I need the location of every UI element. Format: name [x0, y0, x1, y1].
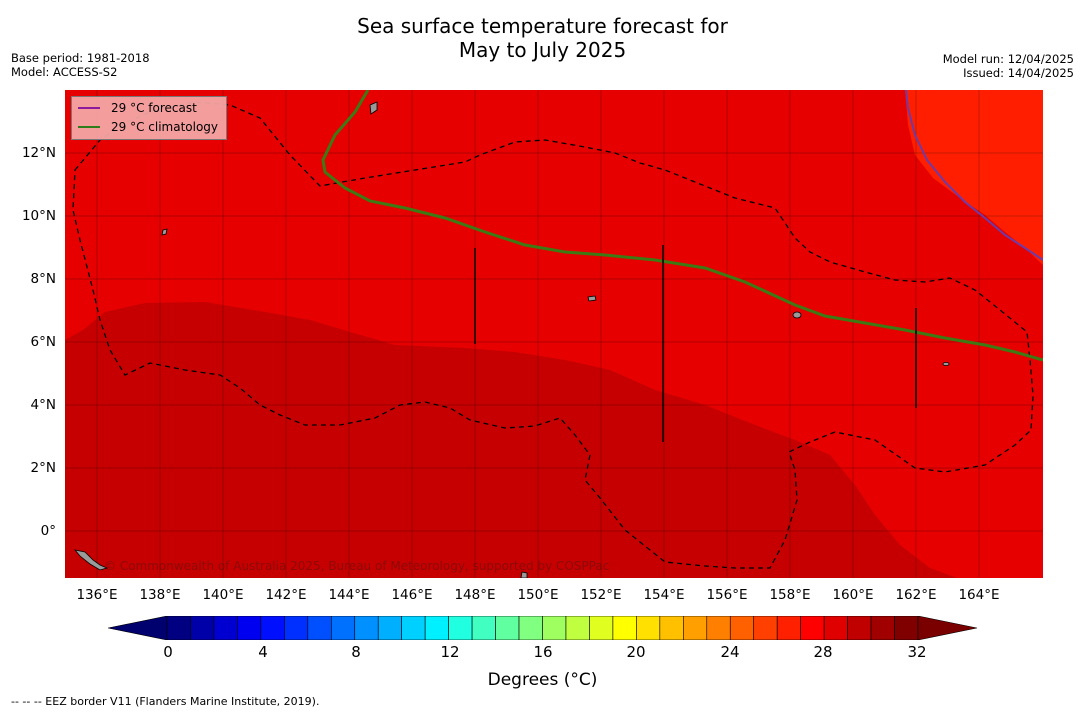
colorbar: [108, 616, 978, 640]
map-svg: [65, 90, 1043, 578]
title-line-2: May to July 2025: [458, 38, 627, 62]
colorbar-swatch: [260, 616, 285, 640]
colorbar-swatch: [495, 616, 520, 640]
colorbar-swatch: [612, 616, 637, 640]
legend-entry-climatology: 29 °C climatology: [78, 119, 218, 135]
colorbar-swatch: [706, 616, 731, 640]
colorbar-tick-label: 32: [907, 643, 927, 661]
lat-label: 10°N: [21, 208, 56, 224]
lon-label: 140°E: [202, 587, 244, 603]
colorbar-swatch: [729, 616, 755, 640]
eez-border: [72, 101, 1034, 569]
lon-label: 158°E: [769, 587, 811, 603]
legend-line-forecast: [78, 107, 100, 109]
meta-right: Model run: 12/04/2025 Issued: 14/04/2025: [943, 52, 1074, 80]
legend-label-forecast: 29 °C forecast: [111, 101, 197, 115]
lon-label: 160°E: [832, 587, 874, 603]
colorbar-swatch: [565, 616, 590, 640]
legend-entry-forecast: 29 °C forecast: [78, 100, 197, 116]
title-line-1: Sea surface temperature forecast for: [357, 14, 728, 38]
model-run: Model run: 12/04/2025: [942, 52, 1074, 66]
colorbar-tick-label: 24: [720, 643, 740, 661]
colorbar-tick-label: 20: [626, 643, 646, 661]
sst-region-30c: [65, 302, 957, 578]
lat-label: 4°N: [30, 397, 56, 413]
colorbar-tick-label: 16: [533, 643, 553, 661]
sst-map: [65, 90, 1043, 578]
lon-label: 142°E: [265, 587, 307, 603]
lon-label: 138°E: [139, 587, 181, 603]
colorbar-swatch: [401, 616, 426, 640]
lon-label: 148°E: [454, 587, 496, 603]
lon-label: 164°E: [958, 587, 1000, 603]
chart-title: Sea surface temperature forecast for May…: [0, 14, 1085, 62]
model-name: Model: ACCESS-S2: [11, 65, 118, 79]
lat-label: 6°N: [30, 334, 56, 350]
colorbar-under-triangle: [108, 616, 168, 640]
colorbar-swatch: [190, 616, 215, 640]
colorbar-swatch: [354, 616, 379, 640]
colorbar-over-triangle: [917, 616, 978, 640]
lon-label: 152°E: [580, 587, 622, 603]
colorbar-swatch: [800, 616, 825, 640]
lon-label: 162°E: [895, 587, 937, 603]
contour-29c-forecast: [905, 90, 1043, 261]
colorbar-swatch: [213, 616, 238, 640]
lon-label: 156°E: [706, 587, 748, 603]
legend-label-climatology: 29 °C climatology: [111, 120, 219, 134]
colorbar-swatch: [683, 616, 708, 640]
colorbar-swatch: [284, 616, 309, 640]
issued-date: Issued: 14/04/2025: [963, 66, 1074, 80]
colorbar-swatch: [471, 616, 496, 640]
colorbar-swatch: [237, 616, 262, 640]
colorbar-tick-label: 4: [258, 643, 268, 661]
colorbar-swatch: [166, 616, 191, 640]
legend-line-climatology: [78, 126, 100, 128]
lon-label: 144°E: [328, 587, 370, 603]
colorbar-tick-label: 0: [163, 643, 173, 661]
colorbar-swatch: [518, 616, 543, 640]
map-artifacts: [474, 245, 917, 442]
lat-label: 2°N: [30, 460, 56, 476]
lon-label: 136°E: [76, 587, 118, 603]
colorbar-swatch: [823, 616, 848, 640]
colorbar-swatch: [894, 616, 919, 640]
map-gridlines: [65, 90, 1043, 578]
colorbar-swatch: [330, 616, 356, 640]
meta-left: Base period: 1981-2018 Model: ACCESS-S2: [11, 51, 150, 79]
eez-footnote: -- -- -- EEZ border V11 (Flanders Marine…: [11, 695, 320, 708]
base-period: Base period: 1981-2018: [11, 51, 150, 65]
colorbar-swatch: [659, 616, 684, 640]
colorbar-swatch: [307, 616, 332, 640]
copyright-credit: © Commonwealth of Australia 2025, Bureau…: [104, 559, 610, 573]
map-legend: 29 °C forecast 29 °C climatology: [71, 96, 227, 140]
colorbar-swatch: [636, 616, 661, 640]
colorbar-tick-label: 28: [813, 643, 833, 661]
lon-label: 154°E: [643, 587, 685, 603]
lat-label: 12°N: [21, 145, 56, 161]
lon-label: 150°E: [517, 587, 559, 603]
colorbar-tick-label: 12: [440, 643, 460, 661]
colorbar-swatch: [448, 616, 473, 640]
colorbar-swatch: [377, 616, 402, 640]
colorbar-swatch: [870, 616, 895, 640]
colorbar-swatch: [424, 616, 449, 640]
contour-29c-climatology: [321, 90, 1043, 362]
colorbar-tick-label: 8: [351, 643, 361, 661]
lon-label: 146°E: [391, 587, 433, 603]
lat-label: 8°N: [30, 271, 56, 287]
colorbar-title: Degrees (°C): [487, 670, 598, 690]
colorbar-swatch: [753, 616, 778, 640]
colorbar-swatch: [589, 616, 614, 640]
sst-region-28c: [905, 90, 1043, 265]
colorbar-swatch: [542, 616, 567, 640]
colorbar-swatch: [776, 616, 801, 640]
colorbar-swatch: [847, 616, 872, 640]
lat-label: 0°: [40, 523, 56, 539]
islands: [73, 101, 950, 578]
